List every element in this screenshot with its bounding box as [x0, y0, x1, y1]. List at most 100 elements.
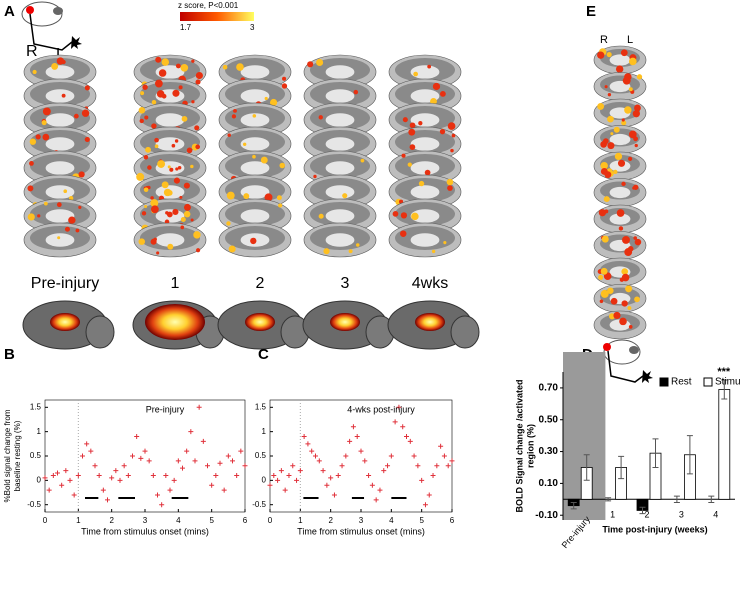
y-tick-label: 0.5: [255, 451, 267, 460]
error-bar: [652, 438, 659, 468]
activation: [43, 201, 48, 206]
point: [271, 472, 277, 478]
point: [67, 477, 73, 483]
activation: [64, 226, 70, 232]
activation: [400, 212, 408, 219]
schematic: [603, 339, 653, 383]
point: [426, 492, 432, 498]
error-bar: [605, 497, 612, 502]
activation: [175, 167, 179, 171]
point: [324, 482, 330, 488]
point: [441, 453, 447, 459]
y-tick-label: -0.5: [252, 500, 266, 509]
point: [50, 472, 56, 478]
slice-core: [155, 233, 185, 247]
point: [209, 482, 215, 488]
activation: [604, 139, 608, 144]
y-axis-label: region (%): [525, 424, 535, 468]
activation: [597, 102, 605, 110]
error-bar: [673, 495, 680, 503]
activation: [348, 249, 353, 254]
point: [309, 448, 315, 454]
activation: [161, 181, 169, 189]
activation: [193, 231, 201, 239]
activation: [318, 213, 324, 219]
brain-activation: [50, 313, 80, 331]
activation: [252, 114, 257, 118]
y-tick-label: 0.70: [539, 383, 559, 394]
activation: [606, 51, 612, 58]
y-axis-label: %Bold signal change from: [3, 409, 12, 502]
error-bar: [639, 506, 646, 515]
activation: [628, 156, 633, 161]
activation: [180, 225, 185, 230]
column-label: 4wks: [412, 275, 448, 292]
activation: [613, 311, 621, 320]
activation: [607, 287, 614, 294]
point: [286, 472, 292, 478]
activation: [628, 325, 633, 329]
point: [388, 453, 394, 459]
slice-core: [410, 65, 440, 79]
point: [75, 472, 81, 478]
point: [42, 475, 48, 481]
activation: [190, 218, 194, 222]
activation: [84, 85, 90, 91]
point: [242, 463, 248, 469]
activation: [142, 84, 148, 90]
slice-core: [240, 113, 270, 127]
x-tick-label: 3: [359, 516, 364, 525]
activation: [138, 238, 146, 245]
point: [373, 497, 379, 503]
point: [419, 477, 425, 483]
activation: [233, 108, 237, 113]
point: [438, 443, 444, 449]
point: [88, 448, 94, 454]
activation: [63, 189, 68, 194]
point: [343, 453, 349, 459]
activation: [243, 193, 250, 200]
activation: [56, 202, 62, 208]
point: [96, 472, 102, 478]
activation: [264, 193, 273, 202]
activation: [270, 98, 278, 107]
point: [354, 434, 360, 440]
activation: [143, 155, 149, 160]
x-tick-label: 2: [109, 516, 114, 525]
activation: [183, 182, 190, 189]
x-tick-label: 6: [243, 516, 248, 525]
activation: [409, 144, 416, 150]
activation: [190, 164, 194, 169]
activation: [408, 128, 416, 136]
point: [316, 458, 322, 464]
activation: [174, 139, 179, 143]
activation: [226, 221, 231, 226]
point: [121, 463, 127, 469]
x-axis-label: Time post-injury (weeks): [602, 524, 707, 534]
activation: [316, 58, 324, 67]
activation: [620, 49, 628, 57]
point: [400, 424, 406, 430]
activation: [141, 211, 147, 216]
activation: [172, 208, 179, 216]
activation: [154, 137, 159, 143]
point: [55, 470, 60, 476]
legend-label: Rest: [671, 377, 692, 388]
slice-core: [45, 209, 75, 223]
side-label: L: [627, 34, 633, 46]
panel-label: C: [258, 346, 269, 363]
annotation: ***: [717, 366, 731, 378]
point: [213, 472, 219, 478]
activation: [150, 196, 154, 200]
activation: [178, 85, 183, 90]
activation: [618, 226, 624, 231]
column-label: Pre-injury: [31, 275, 99, 292]
point: [358, 448, 364, 454]
activation: [153, 237, 157, 242]
legend-swatch: [703, 377, 713, 387]
brain-activation: [245, 313, 275, 331]
brain-3d-cerebellum: [85, 315, 115, 349]
legend-swatch: [659, 377, 669, 387]
activation: [418, 121, 423, 126]
